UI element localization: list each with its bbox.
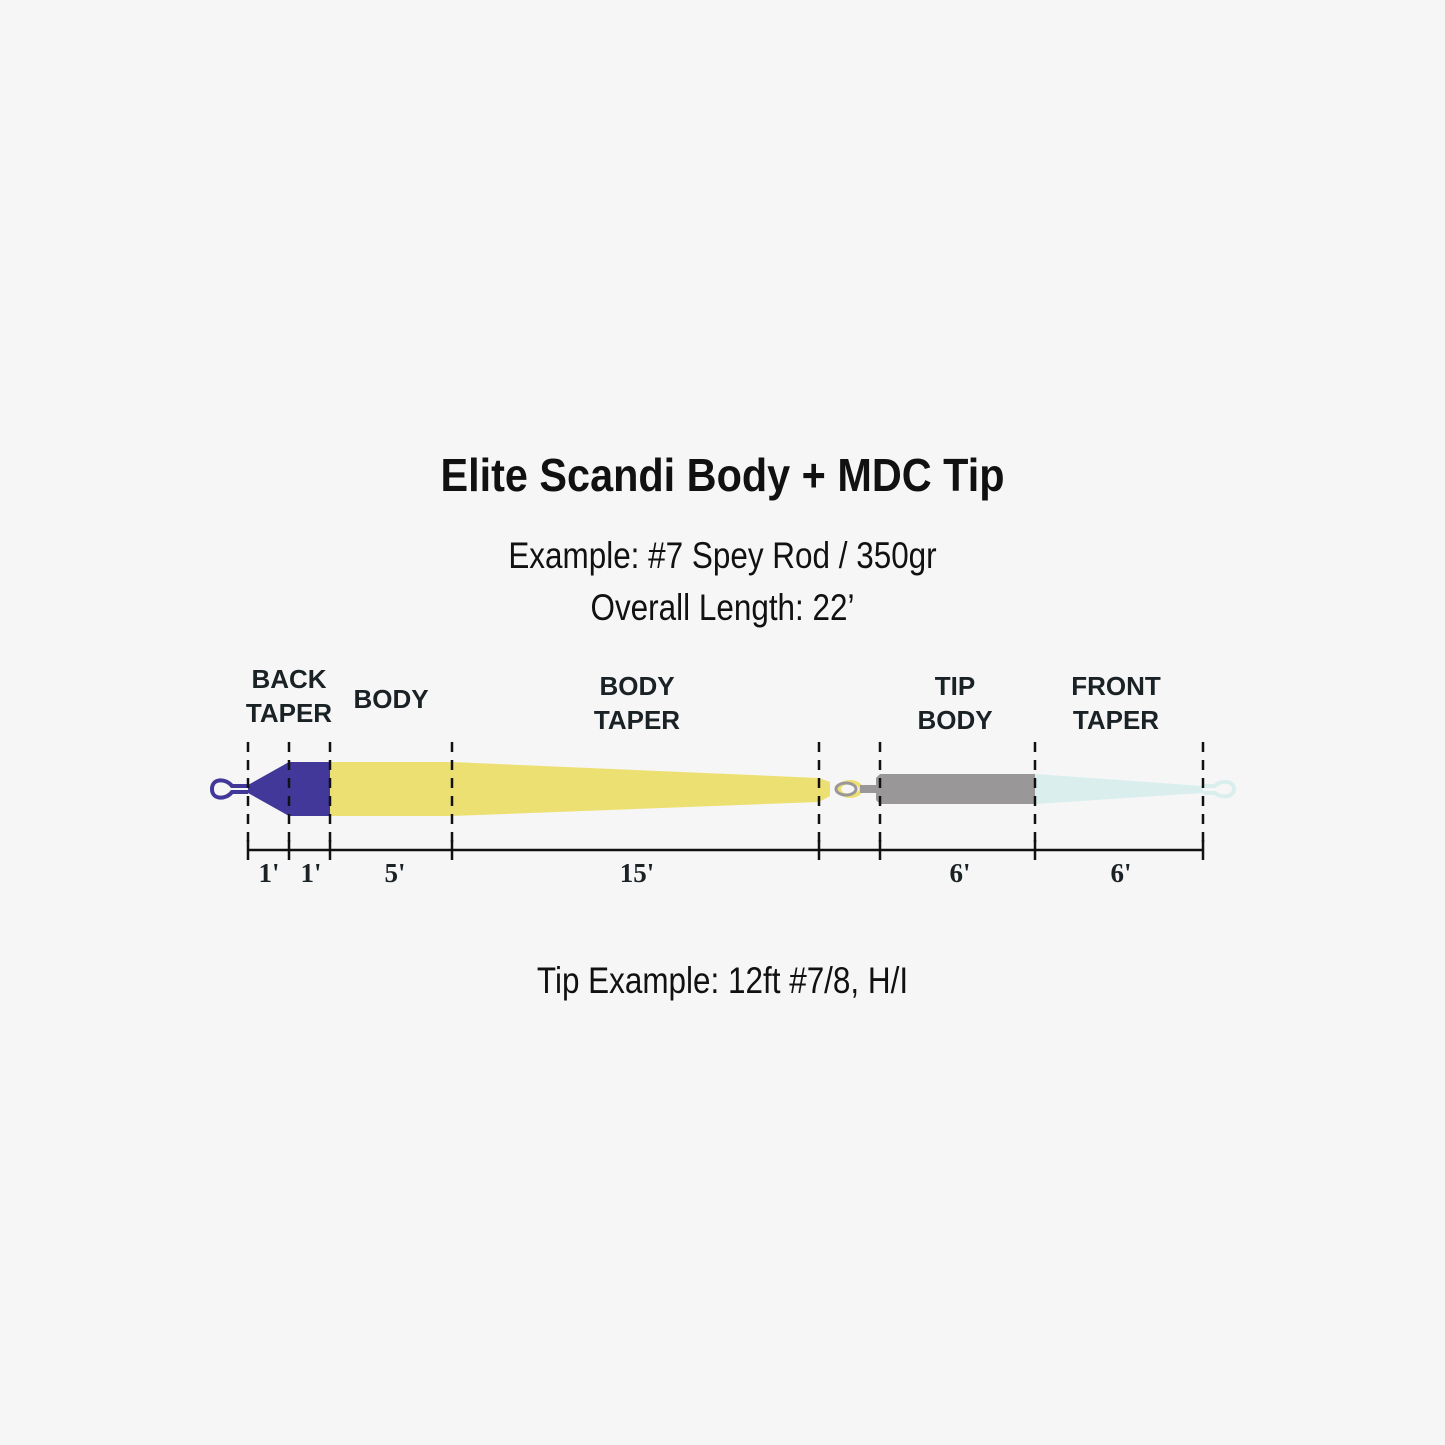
- tip-body-shape: [876, 774, 1035, 804]
- length-body: 5': [384, 858, 405, 888]
- length-back-body: 1': [300, 858, 321, 888]
- label-body: BODY: [353, 684, 428, 714]
- label-back-taper-1: BACK: [251, 664, 326, 694]
- label-front-taper-2: TAPER: [1073, 705, 1159, 735]
- back-taper-shape: [248, 762, 330, 816]
- length-back-taper: 1': [258, 858, 279, 888]
- rear-loop: [209, 778, 248, 800]
- section-dividers: [246, 742, 1205, 850]
- label-front-taper-1: FRONT: [1071, 671, 1161, 701]
- label-body-taper-2: TAPER: [594, 705, 680, 735]
- subtitle-length: Overall Length: 22’: [590, 587, 855, 628]
- tip-example: Tip Example: 12ft #7/8, H/I: [536, 960, 909, 1001]
- label-back-taper-2: TAPER: [246, 698, 332, 728]
- label-tip-body-1: TIP: [935, 671, 975, 701]
- connection-loop-grey: [834, 781, 858, 797]
- subtitle-rod: Example: #7 Spey Rod / 350gr: [508, 535, 937, 576]
- length-front-taper: 6': [1110, 858, 1131, 888]
- length-body-taper: 15': [620, 858, 655, 888]
- length-scale: [246, 840, 1205, 860]
- front-taper-shape: [1035, 774, 1203, 804]
- front-loop: [1203, 779, 1237, 799]
- label-body-taper-1: BODY: [599, 671, 674, 701]
- length-tip-body: 6': [949, 858, 970, 888]
- label-tip-body-2: BODY: [917, 705, 992, 735]
- diagram-title: Elite Scandi Body + MDC Tip: [440, 449, 1005, 501]
- tip-connector: [860, 785, 876, 793]
- body-shape: [330, 762, 830, 816]
